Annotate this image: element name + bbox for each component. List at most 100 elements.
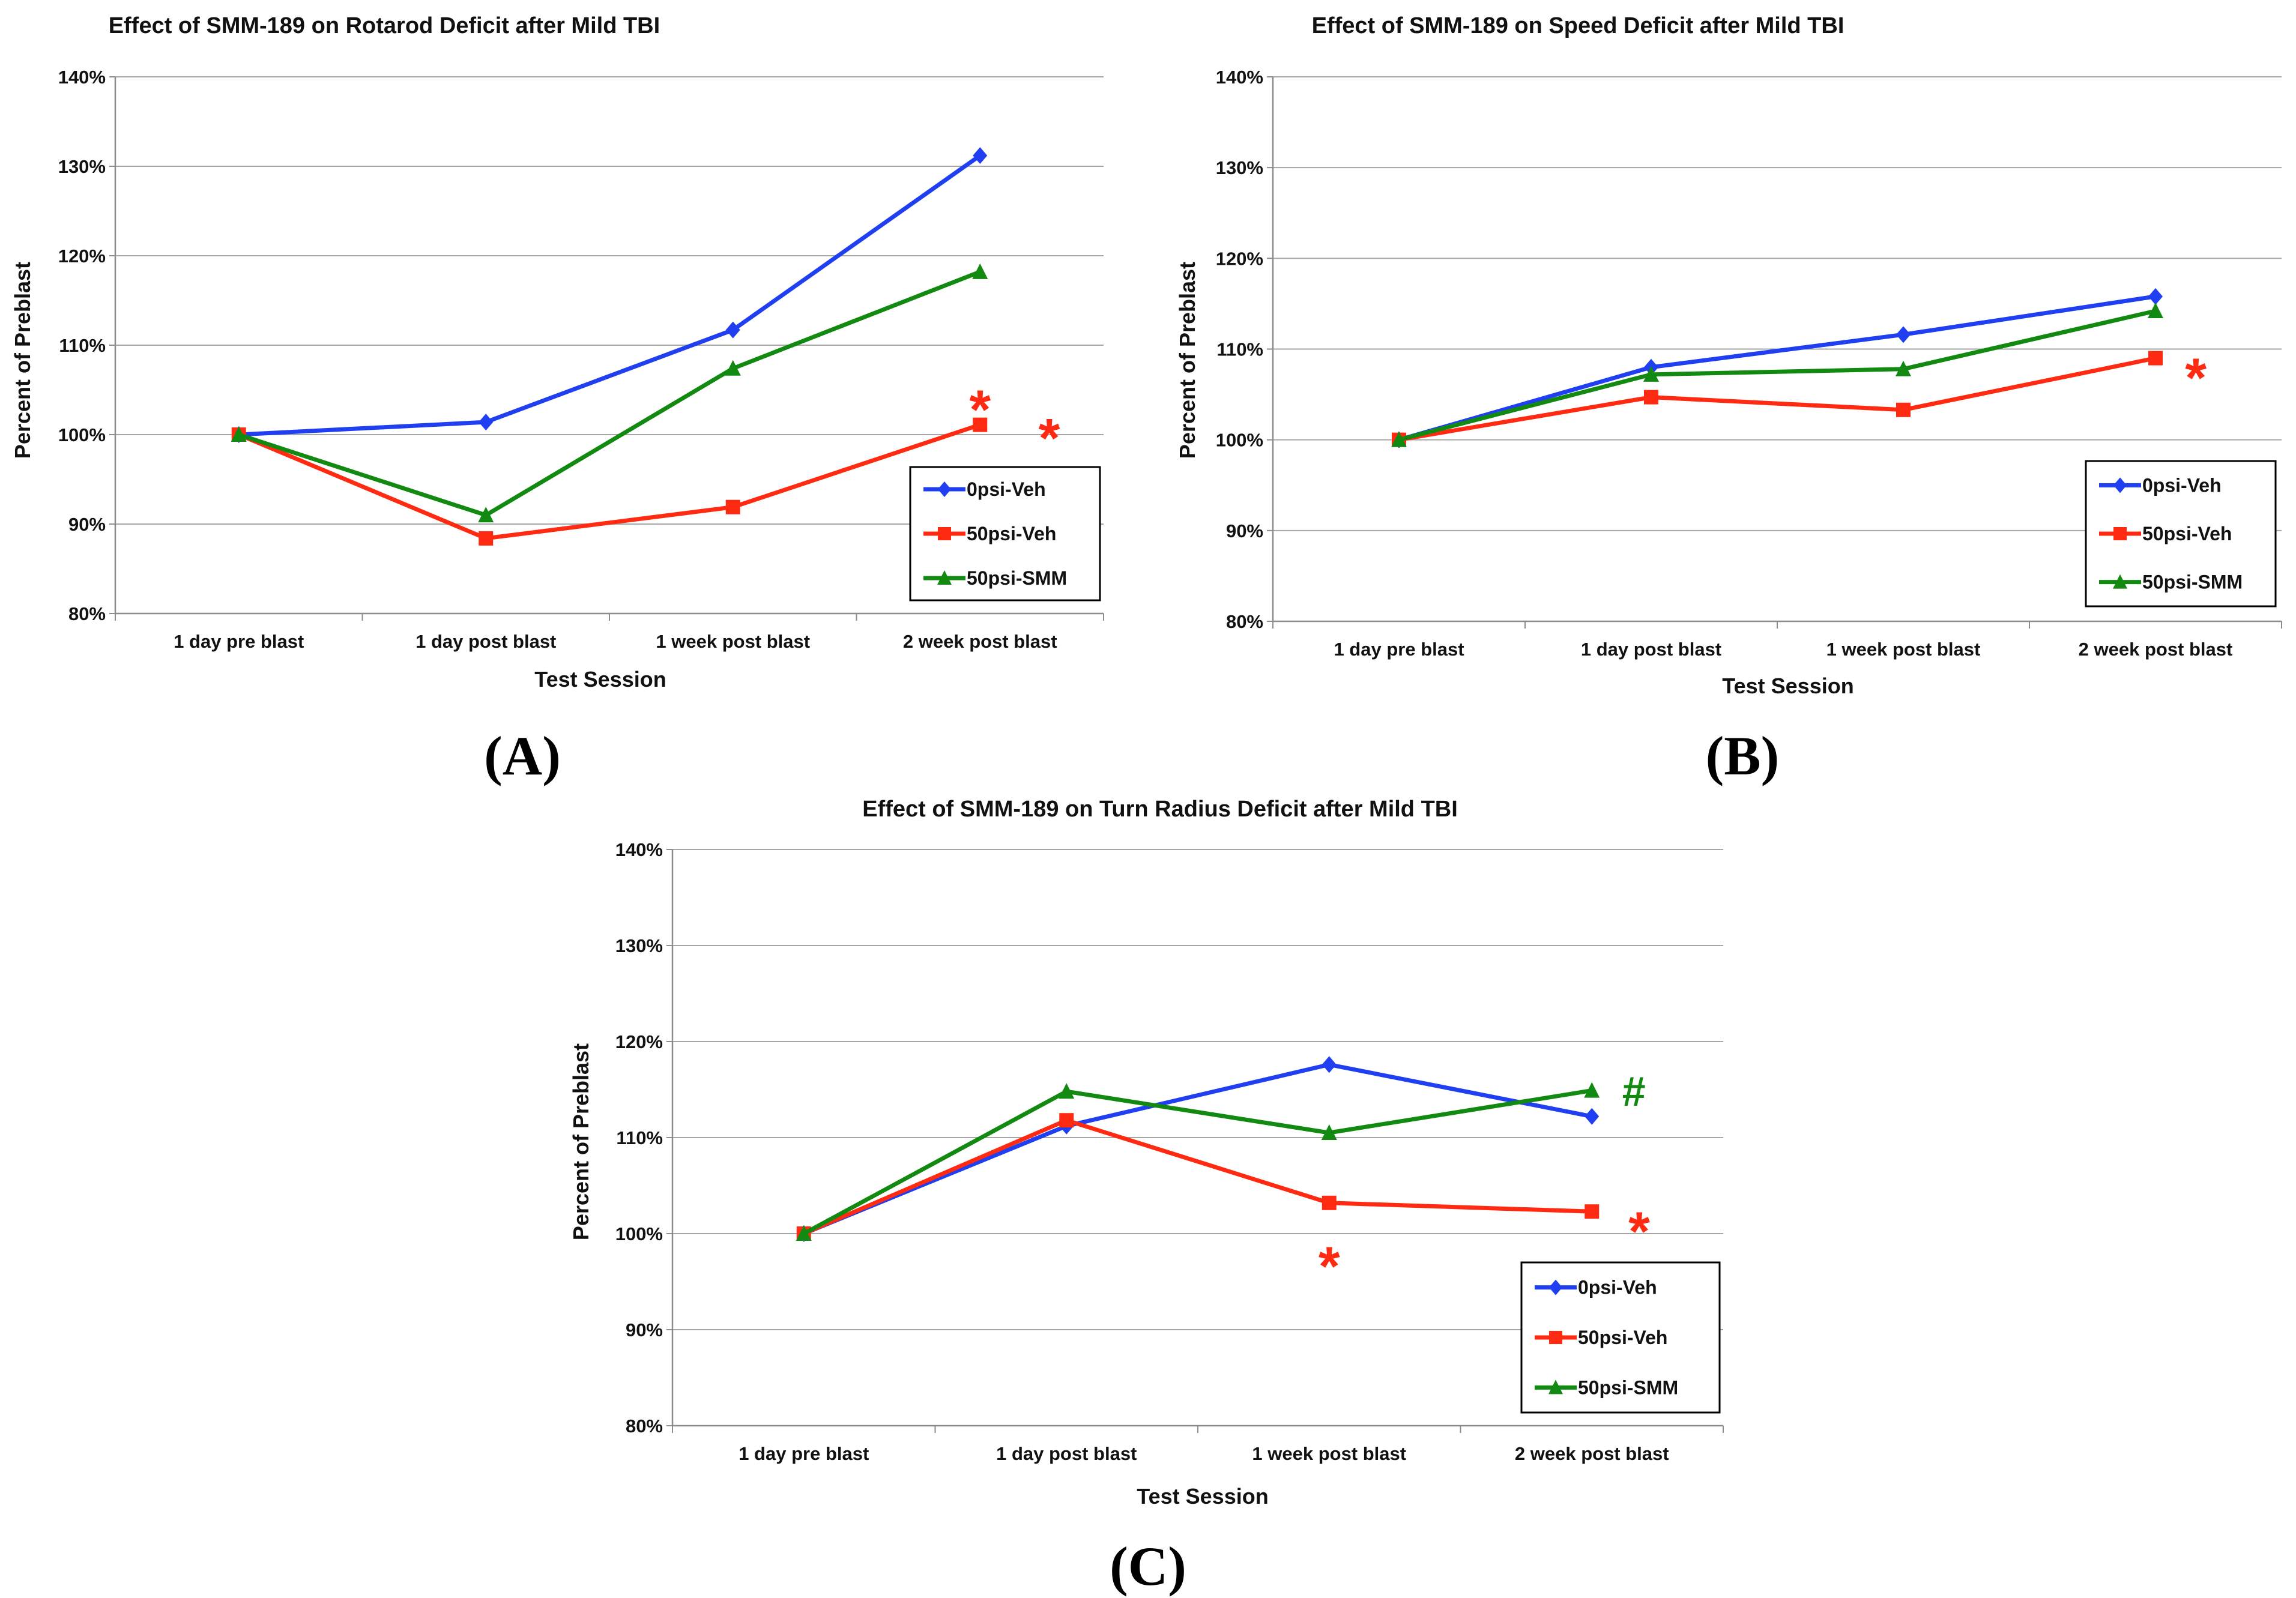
chart-c-xlabel: Test Session <box>1137 1484 1268 1509</box>
chart-c-x-tick-label: 2 week post blast <box>1515 1443 1669 1464</box>
chart-c-point-0psi-veh <box>1585 1108 1600 1125</box>
chart-a-x-tick-label: 2 week post blast <box>903 631 1057 652</box>
chart-a-x-tick-label: 1 day post blast <box>415 631 556 652</box>
chart-b-point-50psi-veh <box>1896 402 1911 417</box>
chart-b-point-0psi-veh <box>2148 288 2163 305</box>
chart-b-legend-label: 0psi-Veh <box>2142 474 2222 496</box>
chart-b-point-50psi-smm <box>1643 366 1659 382</box>
chart-c-y-tick-label: 140% <box>615 839 663 860</box>
chart-b-point-0psi-veh <box>1896 326 1911 343</box>
chart-c-ylabel: Percent of Preblast <box>569 1043 593 1240</box>
chart-c-point-50psi-smm <box>1584 1082 1600 1098</box>
chart-c-y-tick-label: 80% <box>626 1416 663 1437</box>
chart-a-series-line-50psi-veh <box>237 423 982 541</box>
chart-a-legend: 0psi-Veh 50psi-Veh 50psi-SMM <box>909 466 1101 602</box>
chart-c-x-tick-label: 1 week post blast <box>1252 1443 1406 1464</box>
chart-c-legend-label: 50psi-SMM <box>1578 1376 1678 1398</box>
chart-c-point-50psi-smm <box>1321 1124 1337 1140</box>
chart-b-xlabel: Test Session <box>1722 674 1853 698</box>
chart-c-series-line-50psi-veh <box>802 1118 1594 1236</box>
chart-a-point-50psi-smm <box>725 360 741 376</box>
chart-b-y-tick-label: 140% <box>1216 67 1263 88</box>
chart-a-point-0psi-veh <box>479 414 494 431</box>
chart-c-x-tick-label: 1 day post blast <box>996 1443 1137 1464</box>
chart-a-point-0psi-veh <box>725 321 740 339</box>
chart-c-legend-label: 50psi-Veh <box>1578 1327 1667 1348</box>
chart-c-y-tick-label: 110% <box>616 1127 663 1148</box>
chart-panel-c: Effect of SMM-189 on Turn Radius Deficit… <box>569 797 1724 1597</box>
chart-c-legend-swatch-marker <box>1549 1279 1562 1295</box>
chart-a-y-tick-label: 140% <box>58 67 106 88</box>
chart-b-series-line-0psi-veh <box>1397 294 2158 442</box>
chart-b-legend-label: 50psi-SMM <box>2142 571 2243 593</box>
chart-b-y-tick-label: 110% <box>1216 339 1263 360</box>
chart-b-ylabel: Percent of Preblast <box>1175 262 1200 459</box>
chart-a-point-50psi-smm <box>231 426 247 442</box>
chart-b-legend-swatch-marker <box>2113 574 2127 589</box>
chart-b-point-50psi-smm <box>1391 431 1407 447</box>
chart-b-legend: 0psi-Veh 50psi-Veh 50psi-SMM <box>2085 460 2277 608</box>
chart-a-legend-label: 0psi-Veh <box>967 478 1046 500</box>
chart-c-series-line-50psi-smm <box>802 1088 1594 1236</box>
chart-b-x-tick-label: 2 week post blast <box>2079 639 2233 660</box>
chart-c-y-tick-label: 100% <box>615 1223 663 1244</box>
chart-a-legend-label: 50psi-SMM <box>967 567 1067 589</box>
chart-a-point-50psi-smm <box>478 507 494 523</box>
chart-b-point-50psi-smm <box>2148 303 2163 319</box>
chart-b-y-tick-label: 100% <box>1216 430 1263 451</box>
chart-b-legend-label: 50psi-Veh <box>2142 523 2232 544</box>
chart-a-legend-swatch-marker <box>938 527 951 540</box>
chart-panel-a: Effect of SMM-189 on Rotarod Deficit aft… <box>10 13 1104 786</box>
chart-c-legend-swatch-marker <box>1549 1331 1562 1344</box>
chart-b-series-line-50psi-veh <box>1397 356 2158 442</box>
chart-a-series-line-0psi-veh <box>237 153 982 437</box>
chart-b-y-tick-label: 130% <box>1216 157 1263 178</box>
chart-c-y-tick-label: 130% <box>615 935 663 956</box>
chart-a-title: Effect of SMM-189 on Rotarod Deficit aft… <box>109 13 660 38</box>
chart-c-series-line-0psi-veh <box>802 1062 1594 1236</box>
chart-b-x-tick-label: 1 day post blast <box>1581 639 1721 660</box>
chart-c-point-50psi-smm <box>796 1225 812 1241</box>
chart-a-x-tick-label: 1 day pre blast <box>174 631 304 652</box>
chart-c-annotation: # <box>1622 1068 1646 1115</box>
panel-label-a: (A) <box>484 725 561 786</box>
chart-b-point-50psi-veh <box>1644 390 1658 405</box>
chart-a-xlabel: Test Session <box>534 667 666 692</box>
chart-c-y-tick-label: 90% <box>626 1319 663 1340</box>
chart-a-legend-label: 50psi-Veh <box>967 523 1056 544</box>
chart-a-point-50psi-veh <box>725 499 740 514</box>
chart-b-y-tick-label: 90% <box>1226 520 1263 541</box>
panel-label-c: (C) <box>1110 1536 1186 1597</box>
chart-a-x-tick-label: 1 week post blast <box>656 631 810 652</box>
chart-a-y-tick-label: 120% <box>58 246 106 267</box>
chart-a-point-50psi-veh <box>479 531 494 546</box>
chart-a-legend-swatch-marker <box>937 570 952 585</box>
chart-a-point-50psi-veh <box>973 417 988 432</box>
chart-b-legend-swatch-marker <box>2113 477 2127 493</box>
chart-c-point-50psi-veh <box>1322 1195 1337 1210</box>
chart-c-annotation: * <box>1319 1236 1340 1297</box>
chart-a-y-tick-label: 110% <box>59 335 106 356</box>
chart-b-series-line-50psi-smm <box>1397 309 2158 442</box>
chart-c-point-50psi-veh <box>1059 1113 1074 1128</box>
chart-c-point-50psi-smm <box>1059 1083 1075 1099</box>
chart-a-y-tick-label: 90% <box>68 514 106 535</box>
chart-a-y-tick-label: 80% <box>68 603 106 624</box>
chart-c-annotation: * <box>1628 1201 1650 1262</box>
chart-c-title: Effect of SMM-189 on Turn Radius Deficit… <box>862 797 1458 822</box>
chart-a-annotation: * <box>1039 408 1060 469</box>
chart-a-point-0psi-veh <box>973 147 988 164</box>
chart-a-ylabel: Percent of Preblast <box>10 262 35 459</box>
chart-a-legend-swatch-marker <box>938 481 951 497</box>
chart-c-y-tick-label: 120% <box>615 1031 663 1052</box>
chart-b-point-50psi-veh <box>2148 351 2163 366</box>
chart-b-annotation: * <box>2185 348 2207 409</box>
chart-b-x-tick-label: 1 day pre blast <box>1334 639 1464 660</box>
chart-b-y-tick-label: 120% <box>1216 248 1263 269</box>
chart-a-annotation: * <box>969 379 991 441</box>
chart-b-point-50psi-smm <box>1896 360 1911 376</box>
chart-c-point-50psi-veh <box>1585 1204 1600 1219</box>
chart-a-series-line-50psi-smm <box>237 270 982 517</box>
